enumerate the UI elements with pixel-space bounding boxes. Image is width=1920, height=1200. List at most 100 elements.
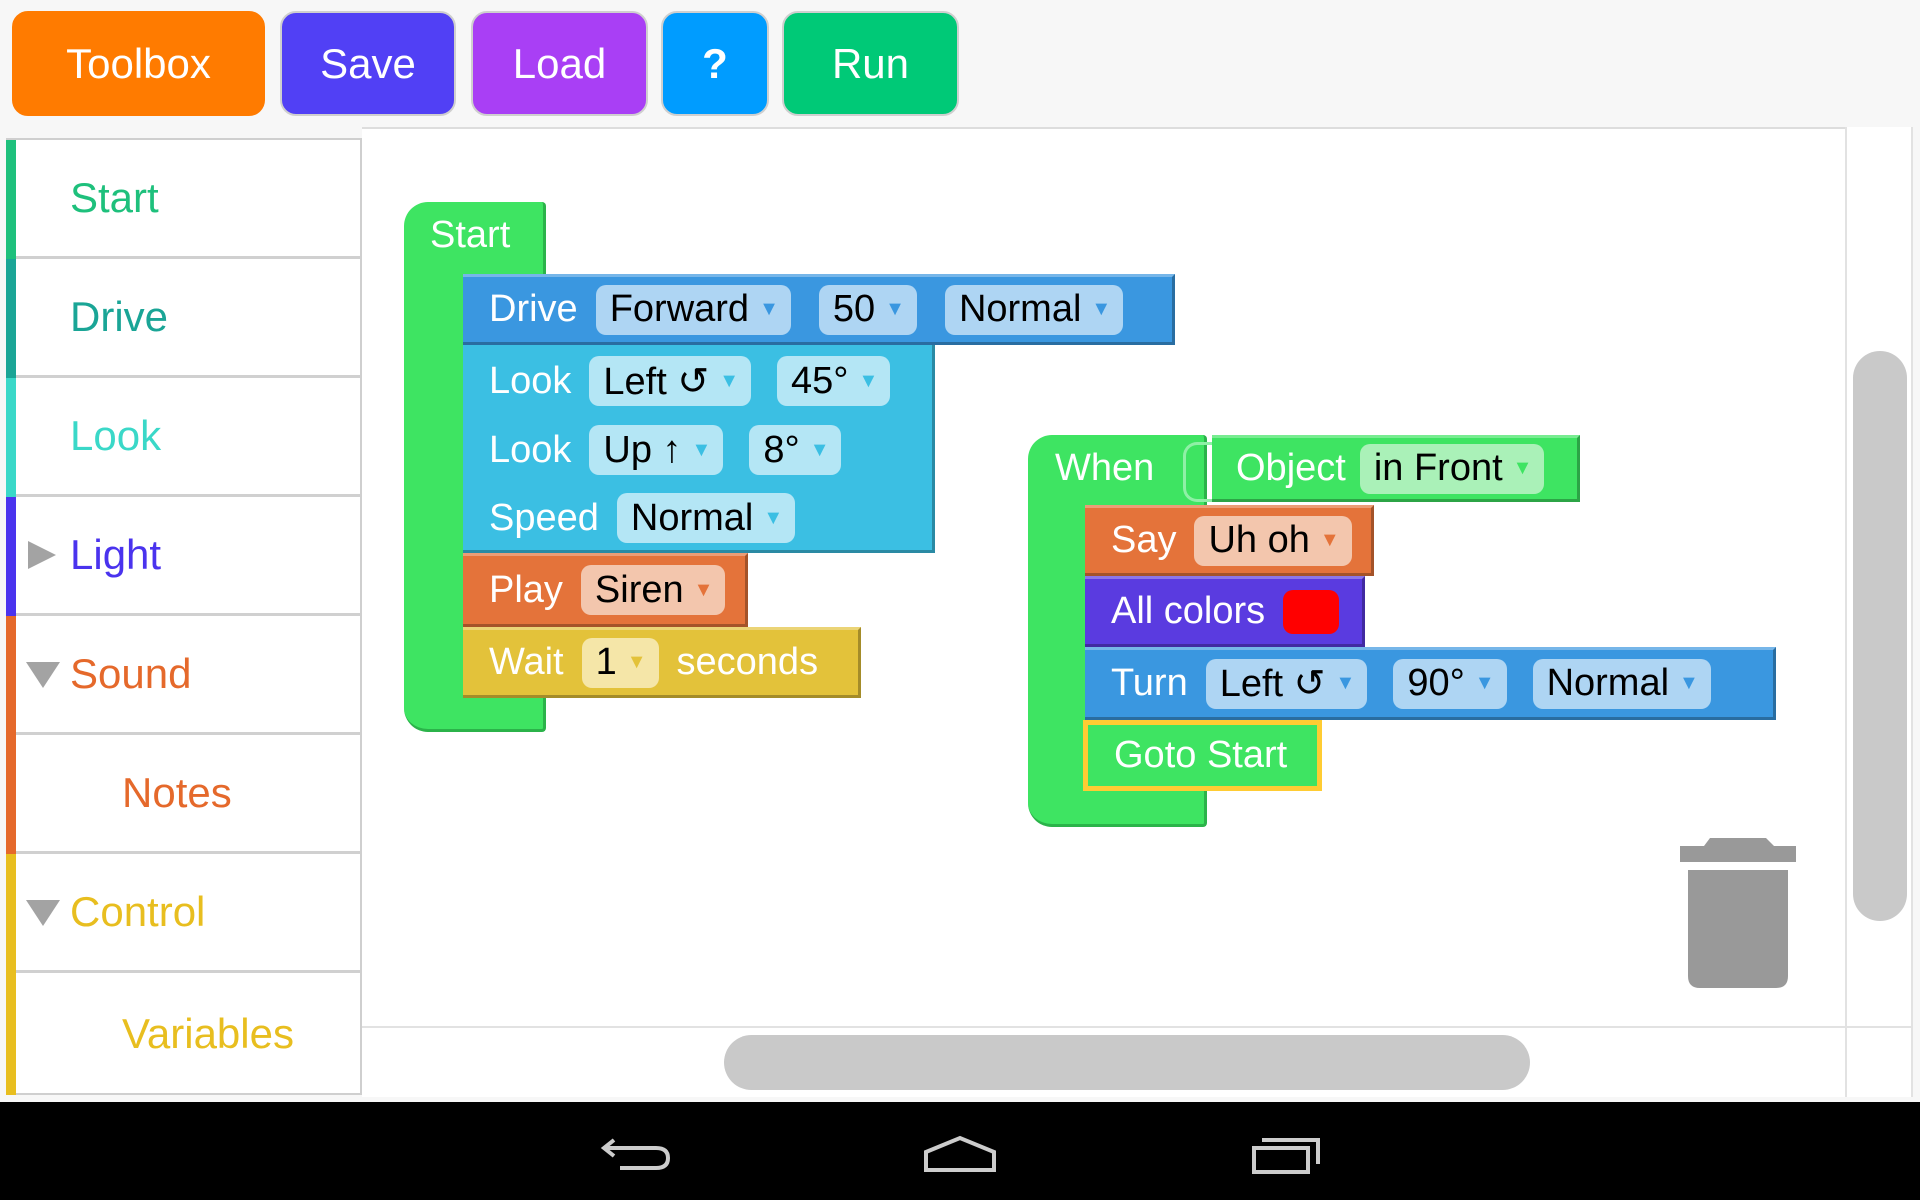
dropdown-value: Normal [958, 288, 1082, 330]
wait-duration-dropdown[interactable]: 1 ▼ [581, 637, 659, 688]
collapse-arrow-icon[interactable] [26, 900, 60, 926]
turn-direction-dropdown[interactable]: Left ↺ ▼ [1205, 658, 1368, 709]
category-color-bar [6, 616, 16, 735]
dropdown-value: 90° [1407, 662, 1465, 704]
collapse-arrow-icon[interactable] [26, 662, 60, 688]
look-direction-dropdown[interactable]: Up ↑ ▼ [589, 425, 724, 475]
sidebar-item-sound[interactable]: Sound [6, 616, 360, 735]
block-label: Look [489, 359, 572, 402]
color-picker-swatch[interactable] [1283, 589, 1340, 634]
block-label: Speed [489, 496, 599, 539]
dropdown-value: Left ↺ [603, 360, 710, 403]
sidebar-item-label: Sound [70, 650, 192, 697]
turn-angle-dropdown[interactable]: 90° ▼ [1393, 658, 1507, 709]
wait-block[interactable]: Wait 1 ▼ seconds [463, 627, 861, 698]
distance-dropdown[interactable]: 50 ▼ [818, 284, 917, 335]
sidebar-item-label: Variables [122, 1010, 294, 1057]
toolbox-sidebar: Start Drive Look Light Sound Notes Contr… [6, 138, 362, 1095]
dropdown-arrow-icon: ▼ [858, 369, 879, 392]
toolbox-button[interactable]: Toolbox [12, 11, 265, 116]
dropdown-arrow-icon: ▼ [885, 298, 905, 320]
dropdown-arrow-icon: ▼ [626, 651, 647, 673]
look-horizontal-block[interactable]: Look Left ↺ ▼ 45° ▼ [463, 347, 891, 415]
block-label: Object [1236, 447, 1346, 489]
when-block-label: When [1055, 447, 1155, 489]
divider [362, 1026, 1913, 1028]
vertical-scrollbar-thumb[interactable] [1853, 351, 1907, 921]
block-label: Goto Start [1114, 734, 1288, 776]
dropdown-value: Normal [1546, 662, 1670, 704]
category-color-bar [6, 140, 16, 259]
dropdown-value: 50 [832, 288, 876, 330]
back-icon[interactable] [600, 1134, 672, 1174]
block-label: Play [489, 568, 563, 611]
block-label: Drive [489, 288, 578, 330]
dropdown-value: Siren [594, 568, 684, 611]
sidebar-item-label: Light [70, 531, 162, 578]
look-vertical-block[interactable]: Look Up ↑ ▼ 8° ▼ [463, 416, 842, 484]
sidebar-item-start[interactable]: Start [6, 140, 360, 259]
block-label: Turn [1111, 662, 1188, 704]
help-button[interactable]: ? [661, 11, 769, 116]
dropdown-arrow-icon: ▼ [1091, 298, 1112, 320]
sidebar-item-label: Look [70, 412, 162, 459]
look-angle-dropdown[interactable]: 45° ▼ [776, 356, 891, 406]
play-sound-block[interactable]: Play Siren ▼ [463, 553, 748, 627]
dropdown-value: Uh oh [1208, 519, 1310, 561]
sidebar-item-label: Notes [122, 769, 232, 816]
sidebar-item-control[interactable]: Control [6, 854, 360, 973]
drive-block[interactable]: Drive Forward ▼ 50 ▼ Normal ▼ [463, 274, 1175, 345]
home-icon[interactable] [922, 1134, 998, 1174]
speed-dropdown[interactable]: Normal ▼ [616, 493, 796, 543]
dropdown-arrow-icon: ▼ [719, 369, 739, 392]
object-condition-block[interactable]: Object in Front ▼ [1212, 435, 1580, 502]
direction-dropdown[interactable]: Forward ▼ [595, 284, 791, 335]
category-color-bar [6, 497, 16, 616]
goto-start-block[interactable]: Goto Start [1083, 720, 1322, 791]
recent-apps-icon[interactable] [1250, 1134, 1322, 1176]
horizontal-scrollbar-thumb[interactable] [724, 1035, 1530, 1090]
sidebar-item-label: Start [70, 174, 159, 221]
look-direction-dropdown[interactable]: Left ↺ ▼ [589, 356, 751, 406]
dropdown-arrow-icon: ▼ [809, 438, 830, 461]
block-label: Look [489, 428, 572, 471]
sidebar-item-drive[interactable]: Drive [6, 259, 360, 378]
save-button[interactable]: Save [280, 11, 456, 116]
block-suffix: seconds [676, 641, 819, 683]
block-label: Say [1111, 519, 1177, 561]
category-color-bar [6, 854, 16, 973]
dropdown-arrow-icon: ▼ [1335, 672, 1356, 694]
dropdown-value: Up ↑ [603, 428, 682, 471]
sidebar-item-variables[interactable]: Variables [6, 973, 360, 1095]
speed-block[interactable]: Speed Normal ▼ [463, 484, 796, 552]
dropdown-arrow-icon: ▼ [691, 438, 712, 461]
category-color-bar [6, 973, 16, 1095]
category-color-bar [6, 259, 16, 378]
category-color-bar [6, 735, 16, 854]
dropdown-arrow-icon: ▼ [693, 578, 714, 601]
load-button[interactable]: Load [471, 11, 648, 116]
block-label: All colors [1111, 590, 1266, 632]
run-button[interactable]: Run [782, 11, 959, 116]
trash-icon[interactable] [1680, 838, 1798, 990]
sidebar-item-notes[interactable]: Notes [6, 735, 360, 854]
dropdown-value: Forward [609, 288, 750, 330]
turn-speed-dropdown[interactable]: Normal ▼ [1532, 658, 1711, 709]
object-position-dropdown[interactable]: in Front ▼ [1359, 443, 1545, 494]
speed-dropdown[interactable]: Normal ▼ [944, 284, 1124, 335]
sidebar-item-look[interactable]: Look [6, 378, 360, 497]
phrase-dropdown[interactable]: Uh oh ▼ [1194, 515, 1352, 566]
look-angle-dropdown[interactable]: 8° ▼ [749, 425, 842, 475]
dropdown-value: Left ↺ [1219, 663, 1326, 705]
sidebar-item-light[interactable]: Light [6, 497, 360, 616]
dropdown-arrow-icon: ▼ [1512, 457, 1533, 479]
expand-arrow-icon[interactable] [28, 541, 56, 569]
turn-block[interactable]: Turn Left ↺ ▼ 90° ▼ Normal ▼ [1085, 647, 1776, 720]
sound-dropdown[interactable]: Siren ▼ [580, 565, 726, 615]
dropdown-value: 8° [763, 428, 800, 471]
say-block[interactable]: Say Uh oh ▼ [1085, 505, 1374, 576]
start-block-label: Start [430, 214, 511, 256]
block-label: Wait [489, 641, 564, 683]
all-colors-block[interactable]: All colors [1085, 576, 1365, 647]
dropdown-arrow-icon: ▼ [1474, 672, 1495, 694]
